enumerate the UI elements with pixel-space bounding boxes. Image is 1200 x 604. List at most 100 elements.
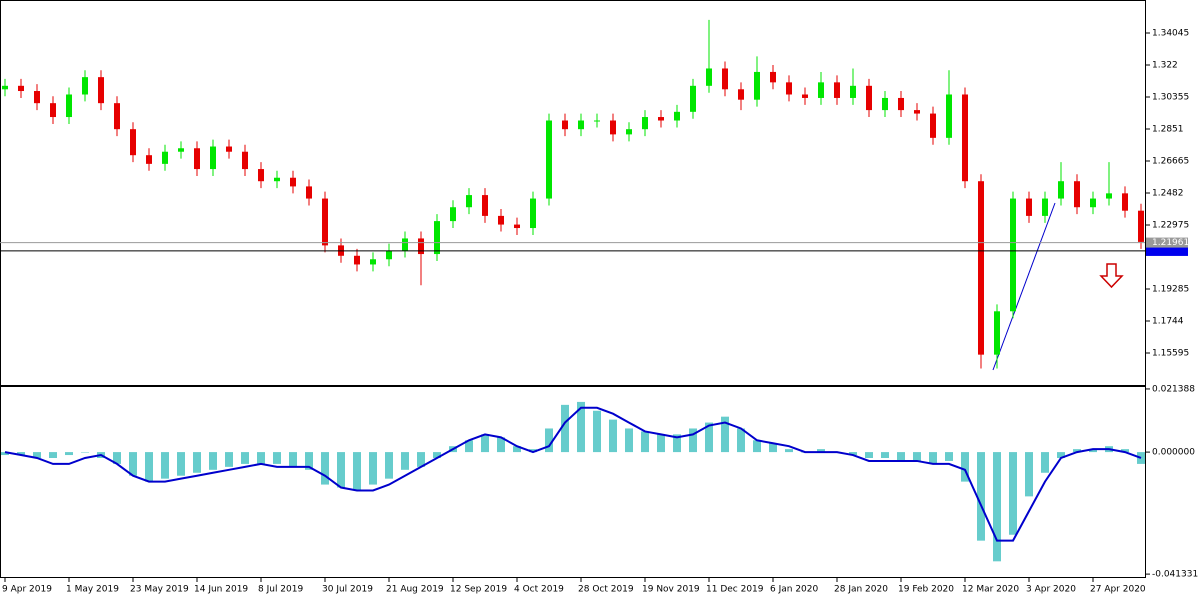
histogram-bar [49, 452, 57, 458]
candle-body [434, 221, 440, 255]
candle-body [1106, 193, 1112, 199]
candle-body [194, 148, 200, 170]
histogram-bar [657, 434, 665, 453]
histogram-bar [81, 452, 89, 453]
candle-body [130, 129, 136, 156]
histogram-bar [817, 449, 825, 453]
histogram-bar [305, 452, 313, 470]
x-tick-label: 14 Jun 2019 [194, 585, 248, 595]
x-tick-label: 3 Apr 2020 [1026, 585, 1076, 595]
candle-body [962, 94, 968, 182]
candle-body [850, 85, 856, 98]
histogram-bar [497, 437, 505, 453]
y-tick-label: 1.22975 [1152, 221, 1189, 231]
histogram-bar [561, 404, 569, 453]
histogram-bar [465, 440, 473, 453]
x-tick-label: 19 Feb 2020 [898, 585, 954, 595]
candle-body [946, 94, 952, 138]
candle-body [578, 120, 584, 130]
histogram-bar [785, 449, 793, 453]
histogram-bar [929, 452, 937, 464]
candle-body [322, 198, 328, 246]
candle-body [978, 181, 984, 355]
histogram-bar [433, 452, 441, 458]
candle-body [466, 195, 472, 208]
histogram-bar [865, 452, 873, 458]
candle-body [626, 129, 632, 135]
histogram-bar [849, 452, 857, 456]
histogram-bar [353, 452, 361, 491]
candle-body [114, 103, 120, 130]
x-tick-label: 12 Mar 2020 [962, 585, 1019, 595]
candle-body [834, 82, 840, 98]
candle-body [226, 146, 232, 152]
histogram-bar [1041, 452, 1049, 473]
histogram-bar [481, 434, 489, 453]
histogram-bar [417, 452, 425, 467]
price-label: 1.21961 [1152, 238, 1189, 248]
candle-body [18, 85, 24, 92]
histogram-bar [913, 452, 921, 461]
histogram-bar [737, 428, 745, 453]
x-tick-label: 30 Jul 2019 [322, 585, 373, 595]
x-tick-label: 28 Jan 2020 [834, 585, 888, 595]
histogram-bar [177, 452, 185, 476]
histogram-bar [145, 452, 153, 482]
candle-body [562, 120, 568, 130]
histogram-bar [753, 440, 761, 453]
candle-body [802, 94, 808, 98]
candle-body [1026, 198, 1032, 216]
candle-body [914, 110, 920, 114]
histogram-bar [161, 452, 169, 479]
histogram-bar [369, 452, 377, 485]
y-tick-label: 1.19285 [1152, 285, 1189, 295]
candle-body [738, 89, 744, 100]
x-tick-label: 23 May 2019 [130, 585, 189, 595]
histogram-bar [225, 452, 233, 467]
histogram-bar [1057, 452, 1065, 458]
histogram-bar [689, 428, 697, 453]
x-tick-label: 6 Jan 2020 [770, 585, 818, 595]
y-tick-label: 1.26665 [1152, 157, 1189, 167]
histogram-bar [1009, 452, 1017, 535]
candle-body [34, 91, 40, 104]
y-tick-label: 1.1744 [1152, 317, 1184, 327]
candle-body [594, 120, 600, 122]
candle-body [178, 148, 184, 152]
candle-body [82, 77, 88, 95]
candle-body [514, 224, 520, 229]
histogram-bar [273, 452, 281, 464]
candle-body [786, 82, 792, 95]
x-tick-label: 21 Aug 2019 [386, 585, 444, 595]
candle-body [386, 250, 392, 260]
histogram-bar [993, 452, 1001, 562]
candle-body [754, 71, 760, 100]
histogram-bar [241, 452, 249, 464]
candle-body [706, 68, 712, 86]
histogram-bar [641, 431, 649, 453]
candle-body [66, 94, 72, 118]
candle-body [898, 97, 904, 111]
histogram-bar [625, 428, 633, 453]
histogram-bar [529, 449, 537, 453]
histogram-bar [945, 452, 953, 461]
price-label-box [1146, 237, 1188, 248]
candle-body [674, 111, 680, 121]
y-tick-label: 0.000000 [1152, 448, 1195, 458]
histogram-bar [705, 422, 713, 453]
histogram-bar [337, 452, 345, 488]
y-tick-label: -0.041331 [1152, 570, 1198, 580]
trend-line [992, 202, 1056, 371]
signal-line [4, 406, 1142, 542]
x-tick-label: 28 Oct 2019 [578, 585, 634, 595]
candle-body [370, 259, 376, 265]
candle-body [402, 238, 408, 251]
histogram-bar [209, 452, 217, 470]
candle-body [610, 120, 616, 135]
candle-body [290, 177, 296, 187]
x-tick-label: 9 Apr 2019 [2, 585, 52, 595]
histogram-bar [321, 452, 329, 485]
candle-body [690, 85, 696, 112]
candle-body [546, 120, 552, 199]
